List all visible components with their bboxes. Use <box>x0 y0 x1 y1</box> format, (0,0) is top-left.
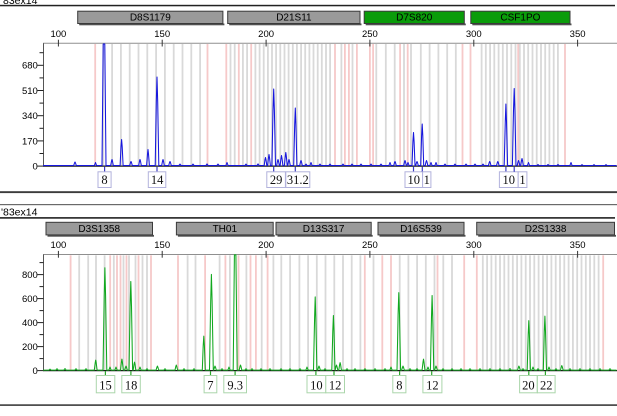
svg-text:12: 12 <box>329 378 342 392</box>
svg-text:31.2: 31.2 <box>287 173 309 187</box>
svg-text:TH01: TH01 <box>213 224 238 235</box>
svg-text:100: 100 <box>50 240 66 251</box>
svg-text:12: 12 <box>426 378 439 392</box>
svg-text:300: 300 <box>466 240 482 251</box>
svg-text:D13S317: D13S317 <box>303 224 345 235</box>
svg-text:D7S820: D7S820 <box>396 13 433 24</box>
svg-text:10: 10 <box>408 173 421 187</box>
svg-text:D16S539: D16S539 <box>400 224 442 235</box>
svg-text:400: 400 <box>22 318 38 329</box>
svg-text:9.3: 9.3 <box>227 378 243 392</box>
svg-text:170: 170 <box>22 136 38 147</box>
svg-text:8: 8 <box>396 378 402 392</box>
svg-text:D3S1358: D3S1358 <box>78 224 120 235</box>
svg-text:200: 200 <box>258 29 274 40</box>
svg-text:510: 510 <box>22 86 38 97</box>
svg-text:300: 300 <box>466 29 482 40</box>
svg-text:0: 0 <box>33 366 38 377</box>
svg-text:600: 600 <box>22 294 38 305</box>
svg-text:150: 150 <box>154 29 170 40</box>
svg-text:1: 1 <box>424 173 430 187</box>
svg-text:350: 350 <box>570 240 586 251</box>
svg-text:14: 14 <box>151 173 164 187</box>
svg-text:200: 200 <box>258 240 274 251</box>
svg-text:D2S1338: D2S1338 <box>525 224 567 235</box>
svg-text:22: 22 <box>540 378 553 392</box>
svg-text:29: 29 <box>270 173 283 187</box>
svg-text:10: 10 <box>503 173 516 187</box>
svg-text:15: 15 <box>99 378 112 392</box>
svg-text:8: 8 <box>101 173 107 187</box>
svg-text:680: 680 <box>22 61 38 72</box>
svg-text:CSF1PO: CSF1PO <box>500 13 540 24</box>
svg-text:7: 7 <box>207 378 213 392</box>
svg-text:D21S11: D21S11 <box>276 13 312 24</box>
svg-text:10: 10 <box>310 378 323 392</box>
svg-text:18: 18 <box>125 378 138 392</box>
svg-text:340: 340 <box>22 111 38 122</box>
svg-text:800: 800 <box>22 270 38 281</box>
svg-text:D8S1179: D8S1179 <box>130 13 171 24</box>
svg-text:1: 1 <box>519 173 525 187</box>
svg-text:150: 150 <box>154 240 170 251</box>
svg-text:250: 250 <box>362 240 378 251</box>
svg-text:100: 100 <box>50 29 66 40</box>
svg-text:250: 250 <box>362 29 378 40</box>
svg-text:'83ex14: '83ex14 <box>1 0 38 7</box>
svg-text:20: 20 <box>522 378 535 392</box>
svg-text:200: 200 <box>22 342 38 353</box>
svg-text:'83ex14: '83ex14 <box>1 207 38 219</box>
svg-text:0: 0 <box>33 162 38 173</box>
svg-text:350: 350 <box>570 29 586 40</box>
